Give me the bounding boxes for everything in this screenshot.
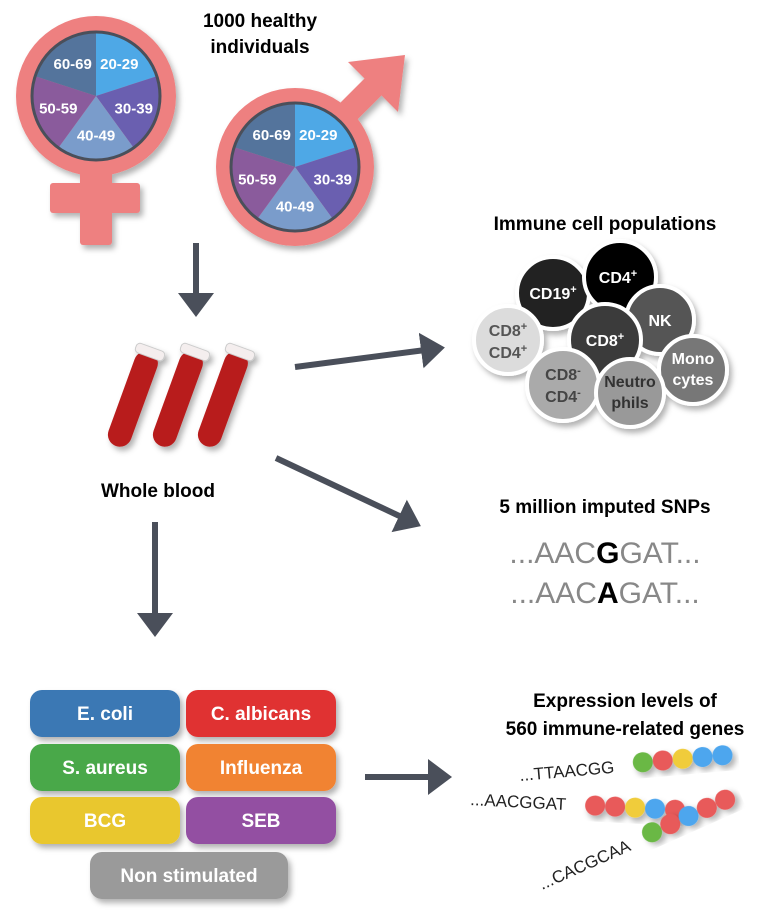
pie-label: 30-39: [115, 100, 153, 117]
pie-slice-50-59: [231, 147, 295, 219]
expression-title-line1: Expression levels of: [533, 691, 717, 712]
svg-text:BCG: BCG: [84, 811, 126, 832]
pie-slice-30-39: [295, 147, 359, 219]
pie-slice-30-39: [96, 76, 161, 148]
pie-slice-40-49: [58, 96, 134, 160]
arrow-to-snps: [274, 455, 421, 533]
arrow-to-cells: [294, 332, 445, 370]
svg-text:Neutro: Neutro: [604, 374, 656, 391]
expression-title-line2: 560 immune-related genes: [506, 719, 745, 740]
bead-red: [585, 795, 606, 816]
pie-label: 40-49: [276, 199, 314, 216]
pie-slice-60-69: [234, 103, 295, 167]
stimulus-non-stimulated-button[interactable]: Non stimulated: [90, 852, 288, 899]
svg-text:phils: phils: [611, 395, 648, 412]
svg-text:...AACGGAT: ...AACGGAT: [470, 790, 567, 814]
cell-cd8-cd4-double-positive: CD8+ CD4+: [472, 304, 544, 376]
svg-text:Non stimulated: Non stimulated: [120, 866, 257, 887]
svg-text:cytes: cytes: [673, 372, 714, 389]
bead-yellow: [672, 748, 693, 769]
stimulus-e-coli-button[interactable]: E. coli: [30, 690, 180, 737]
bead-green: [642, 822, 663, 843]
pie-label: 20-29: [100, 56, 138, 73]
immune-title: Immune cell populations: [494, 214, 717, 235]
snp-sequences: ...AACGGAT... ...AACAGAT...: [509, 537, 700, 610]
stimuli-grid: E. coli C. albicans S. aureus Influenza BCG S…: [30, 690, 336, 899]
cell-monocytes: Mono cytes: [657, 334, 729, 406]
pie-slice-60-69: [35, 32, 96, 96]
bead-red: [652, 750, 673, 771]
snps-title: 5 million imputed SNPs: [499, 497, 710, 518]
flow-arrows: [137, 243, 452, 795]
immune-cell-cluster: CD19+ CD4+ NK CD8+ CD4+ CD8+ CD8- CD4- M…: [472, 239, 729, 429]
cohort-title-line1: 1000 healthy: [203, 11, 317, 32]
svg-text:CD8+: CD8+: [489, 321, 527, 340]
bead-red: [605, 796, 626, 817]
svg-text:C. albicans: C. albicans: [211, 704, 311, 725]
stimulus-seb-button[interactable]: SEB: [186, 797, 336, 844]
pie-border: [30, 30, 162, 162]
strand-2: ...AACGGAT: [460, 790, 686, 820]
bead-blue: [692, 746, 713, 767]
cell-cd19: CD19+: [515, 255, 591, 331]
pie-slice-40-49: [257, 167, 333, 232]
svg-text:CD19+: CD19+: [529, 284, 576, 303]
cell-neutrophils: Neutro phils: [594, 357, 666, 429]
svg-text:E. coli: E. coli: [77, 704, 133, 725]
pie-label: 30-39: [314, 171, 352, 188]
svg-text:S. aureus: S. aureus: [62, 758, 148, 779]
expression-strands: ...TTAACGG ...AACGGAT ...CACGCAA: [460, 745, 755, 901]
snp-seq-2: ...AACAGAT...: [510, 577, 700, 610]
whole-blood-label: Whole blood: [101, 481, 215, 502]
pie-label: 50-59: [39, 100, 77, 117]
bead-red: [660, 814, 681, 835]
svg-text:CD4+: CD4+: [489, 343, 527, 362]
stimulus-s-aureus-button[interactable]: S. aureus: [30, 744, 180, 791]
pie-label: 60-69: [252, 127, 290, 144]
bead-green: [632, 752, 653, 773]
stimulus-bcg-button[interactable]: BCG: [30, 797, 180, 844]
bead-blue: [678, 805, 699, 826]
cohort-title-line2: individuals: [210, 37, 309, 58]
pie-label: 50-59: [238, 171, 276, 188]
svg-text:CD8-: CD8-: [545, 365, 581, 384]
bead-yellow: [625, 797, 646, 818]
svg-text:Mono: Mono: [672, 351, 715, 368]
cell-cd8-cd4-double-negative: CD8- CD4-: [525, 347, 601, 423]
svg-text:NK: NK: [648, 313, 672, 330]
stimulus-c-albicans-button[interactable]: C. albicans: [186, 690, 336, 737]
svg-text:...CACGCAA: ...CACGCAA: [536, 836, 634, 894]
strand-1: ...TTAACGG: [510, 745, 733, 789]
svg-text:SEB: SEB: [241, 811, 280, 832]
bead-red: [696, 797, 717, 818]
pie-slice-20-29: [295, 103, 356, 167]
pie-label: 60-69: [53, 56, 91, 73]
snp-seq-1: ...AACGGAT...: [509, 537, 700, 570]
bead-red: [715, 789, 736, 810]
pie-label: 40-49: [77, 128, 115, 145]
blood-tubes-icon: [107, 342, 256, 447]
bead-blue: [712, 745, 733, 766]
pie-slice-50-59: [32, 76, 96, 148]
svg-text:Influenza: Influenza: [220, 758, 303, 779]
pie-border: [229, 101, 361, 233]
pie-slice-20-29: [96, 32, 157, 96]
svg-text:CD4+: CD4+: [599, 268, 637, 287]
stimulus-influenza-button[interactable]: Influenza: [186, 744, 336, 791]
bead-blue: [645, 798, 666, 819]
svg-text:CD4-: CD4-: [545, 387, 581, 406]
pie-label: 20-29: [299, 127, 337, 144]
svg-text:CD8+: CD8+: [586, 331, 624, 350]
